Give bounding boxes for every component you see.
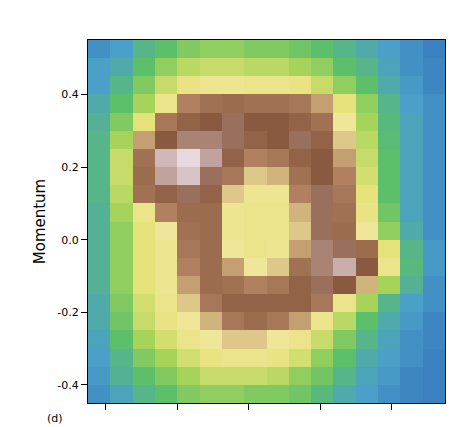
svg-text:(d): (d): [47, 412, 63, 425]
svg-text:0.0: 0.0: [61, 234, 79, 247]
svg-text:0.2: 0.2: [61, 161, 79, 174]
svg-text:-0.4: -0.4: [57, 379, 78, 392]
svg-text:-0.2: -0.2: [57, 306, 78, 319]
svg-text:0.4: 0.4: [61, 88, 79, 101]
svg-text:Momentum: Momentum: [31, 179, 49, 264]
